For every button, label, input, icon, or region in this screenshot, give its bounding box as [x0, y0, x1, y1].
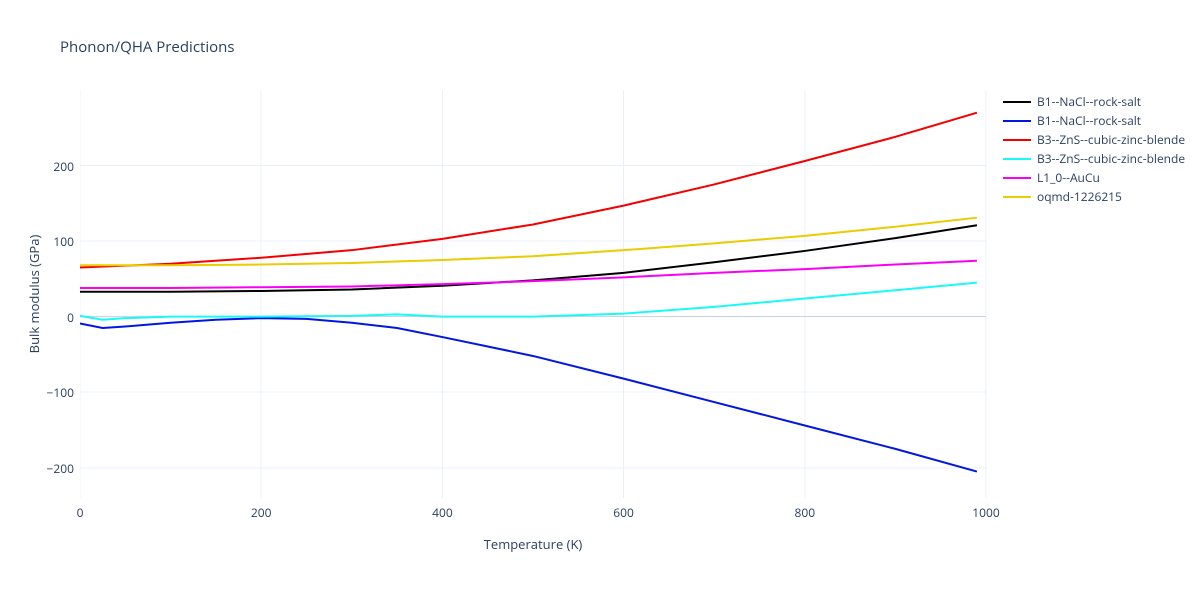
x-tick-label: 0 [50, 504, 110, 521]
x-axis-label: Temperature (K) [80, 535, 986, 553]
legend-swatch [1003, 139, 1031, 141]
y-tick-label: 0 [28, 309, 74, 326]
legend-swatch [1003, 101, 1031, 103]
legend-label: B1--NaCl--rock-salt [1037, 112, 1141, 129]
legend-swatch [1003, 158, 1031, 160]
legend-label: B3--ZnS--cubic-zinc-blende [1037, 131, 1185, 148]
x-tick-label: 800 [775, 504, 835, 521]
x-tick-label: 1000 [956, 504, 1016, 521]
legend-item-2[interactable]: B3--ZnS--cubic-zinc-blende [1003, 130, 1185, 149]
legend-label: B1--NaCl--rock-salt [1037, 93, 1141, 110]
legend-swatch [1003, 196, 1031, 198]
y-tick-label: 200 [28, 158, 74, 175]
legend-swatch [1003, 177, 1031, 179]
plot-area [80, 90, 988, 500]
legend-item-4[interactable]: L1_0--AuCu [1003, 168, 1185, 187]
x-tick-label: 600 [594, 504, 654, 521]
legend-item-1[interactable]: B1--NaCl--rock-salt [1003, 111, 1185, 130]
legend-label: L1_0--AuCu [1037, 169, 1100, 186]
y-tick-label: −200 [28, 460, 74, 477]
legend-label: oqmd-1226215 [1037, 188, 1122, 205]
x-tick-label: 200 [231, 504, 291, 521]
legend-item-3[interactable]: B3--ZnS--cubic-zinc-blende [1003, 149, 1185, 168]
legend-item-5[interactable]: oqmd-1226215 [1003, 187, 1185, 206]
legend-label: B3--ZnS--cubic-zinc-blende [1037, 150, 1185, 167]
series-line-2[interactable] [80, 113, 977, 268]
y-tick-label: −100 [28, 384, 74, 401]
chart-title: Phonon/QHA Predictions [60, 37, 235, 57]
x-tick-label: 400 [412, 504, 472, 521]
y-axis-label: Bulk modulus (GPa) [25, 90, 43, 498]
y-tick-label: 100 [28, 233, 74, 250]
legend-item-0[interactable]: B1--NaCl--rock-salt [1003, 92, 1185, 111]
legend-swatch [1003, 120, 1031, 122]
series-line-1[interactable] [80, 318, 977, 471]
legend: B1--NaCl--rock-salt B1--NaCl--rock-salt B3… [1003, 92, 1185, 206]
